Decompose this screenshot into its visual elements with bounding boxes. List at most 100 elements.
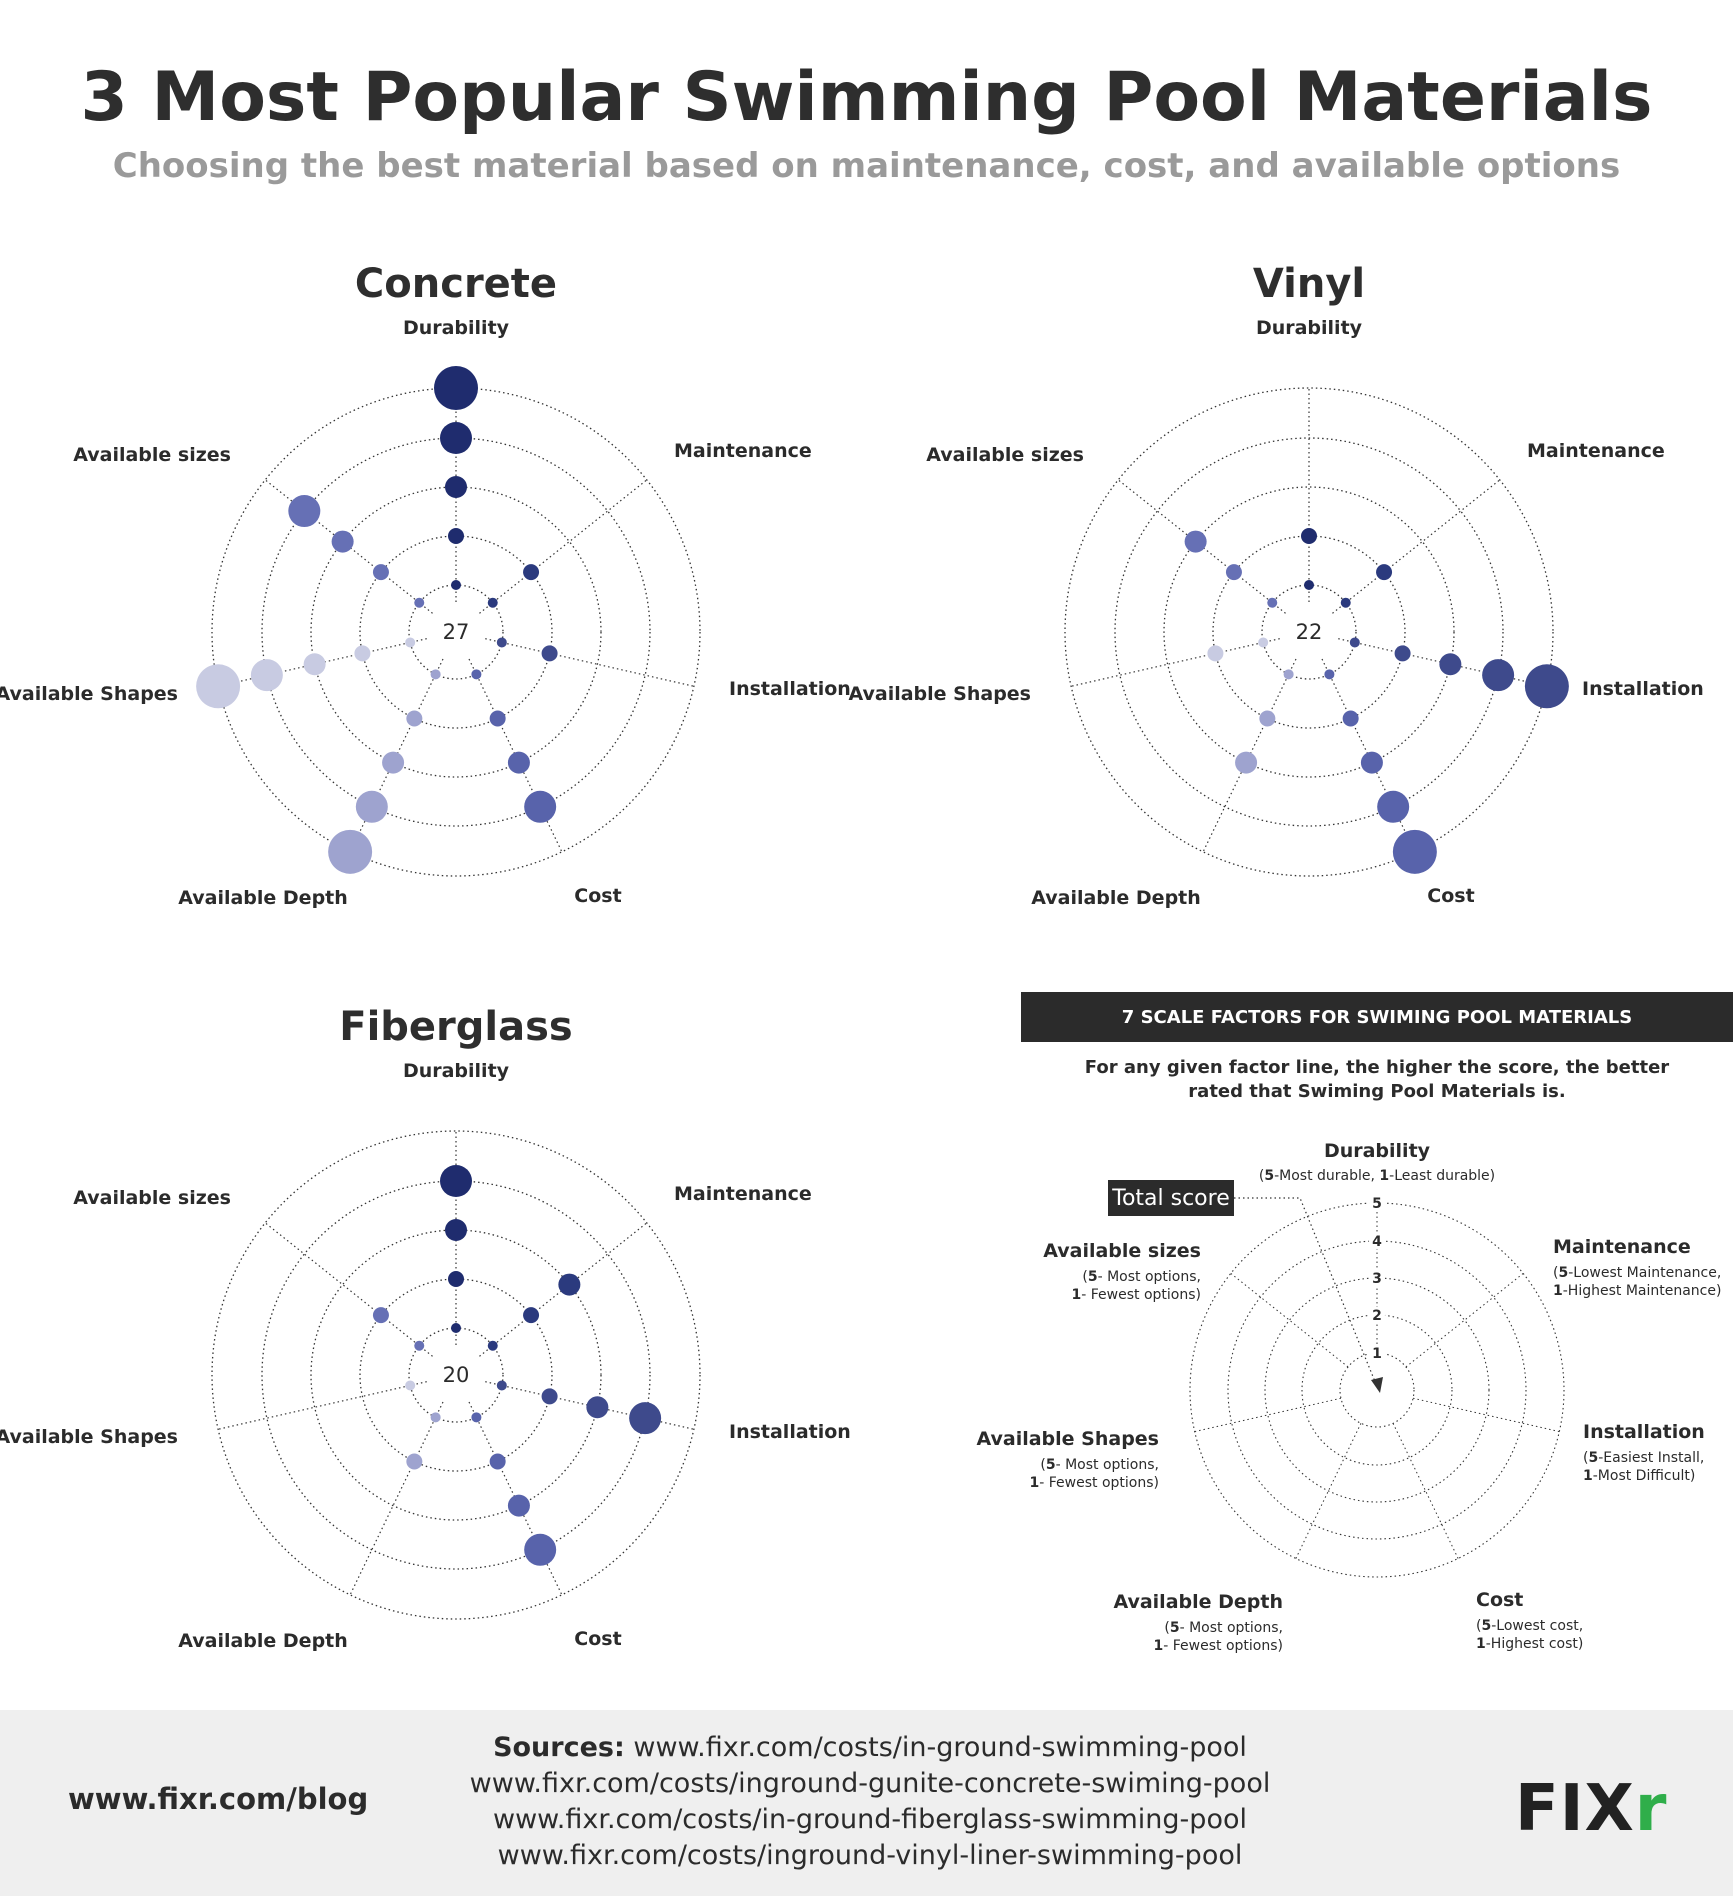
legend-factor-cost-desc-part: -Lowest cost, <box>1491 1618 1583 1634</box>
concrete-spoke-maintenance <box>479 479 648 614</box>
fiberglass-point-installation-3 <box>586 1396 609 1419</box>
vinyl-point-cost-5 <box>1392 829 1437 874</box>
vinyl-ring-5 <box>1064 387 1554 877</box>
logo-accent: r <box>1634 1772 1668 1846</box>
vinyl-point-available-sizes-1 <box>1267 597 1278 608</box>
fiberglass-point-durability-2 <box>448 1271 464 1287</box>
concrete-point-available-depth-5 <box>328 829 373 874</box>
vinyl-label-available-sizes: Available sizes <box>926 444 1084 466</box>
legend-factor-available-sizes-desc-part: - Fewest options) <box>1081 1287 1201 1303</box>
legend-factor-available-sizes-desc-part: 5 <box>1088 1269 1098 1285</box>
fiberglass-point-installation-2 <box>541 1388 558 1405</box>
legend-factor-installation-desc-2: 1-Most Difficult) <box>1583 1468 1695 1484</box>
legend-factor-available-depth-desc-part: - Fewest options) <box>1163 1638 1283 1654</box>
legend-arrow-head <box>1371 1377 1383 1393</box>
concrete-point-available-shapes-5 <box>196 664 241 709</box>
legend-scale-bg-5 <box>1369 1195 1385 1211</box>
vinyl-label-installation: Installation <box>1582 678 1704 700</box>
concrete-point-available-sizes-4 <box>288 495 321 528</box>
concrete-point-cost-4 <box>524 790 557 823</box>
legend-scale-3: 3 <box>1372 1271 1382 1287</box>
vinyl-point-cost-1 <box>1324 669 1335 680</box>
legend-intro-line-1: For any given factor line, the higher th… <box>1085 1057 1670 1078</box>
concrete-point-durability-5 <box>434 366 478 410</box>
concrete-point-cost-3 <box>507 751 530 774</box>
legend-scale-bg-4 <box>1369 1233 1385 1249</box>
legend-factor-available-shapes-desc-part: - Fewest options) <box>1039 1475 1159 1491</box>
source-link-2[interactable]: www.fixr.com/costs/inground-gunite-concr… <box>469 1768 1271 1799</box>
concrete-chart-title: Concrete <box>355 261 557 307</box>
legend-ring-1 <box>1339 1352 1415 1428</box>
concrete-point-available-depth-1 <box>430 669 441 680</box>
legend-factor-durability-desc-part: 1 <box>1379 1168 1389 1184</box>
vinyl-point-available-depth-1 <box>1283 669 1294 680</box>
vinyl-point-available-shapes-2 <box>1207 645 1224 662</box>
fiberglass-point-durability-4 <box>440 1165 472 1197</box>
legend-factor-available-shapes-desc-part: 1 <box>1030 1475 1040 1491</box>
legend-factor-durability-name: Durability <box>1324 1140 1431 1162</box>
fiberglass-point-cost-2 <box>489 1453 506 1470</box>
fiberglass-point-available-depth-2 <box>406 1453 423 1470</box>
legend-factor-cost-name: Cost <box>1476 1589 1523 1611</box>
fiberglass-spoke-available-depth <box>349 1401 444 1596</box>
legend-banner <box>1021 992 1733 1042</box>
legend-factor-maintenance-name: Maintenance <box>1553 1236 1691 1258</box>
concrete-point-available-shapes-2 <box>354 645 371 662</box>
vinyl-ring-2 <box>1212 535 1406 729</box>
vinyl-point-durability-2 <box>1301 528 1317 544</box>
legend-factor-cost-desc-part: 5 <box>1481 1618 1491 1634</box>
fiberglass-label-available-sizes: Available sizes <box>73 1187 231 1209</box>
legend-factor-available-depth-desc-part: ( <box>1164 1620 1169 1636</box>
concrete-point-cost-1 <box>471 669 482 680</box>
concrete-label-available-depth: Available Depth <box>178 887 348 909</box>
legend-factor-available-sizes-desc-part: - Most options, <box>1098 1269 1201 1285</box>
fixr-logo[interactable]: FIXr <box>1515 1772 1667 1846</box>
fiberglass-label-installation: Installation <box>729 1421 851 1443</box>
fiberglass-ring-3 <box>310 1229 602 1521</box>
legend-factor-durability-desc-part: 5 <box>1264 1168 1274 1184</box>
vinyl-point-installation-4 <box>1482 659 1515 692</box>
sources-label: Sources: <box>493 1732 625 1763</box>
concrete-point-durability-1 <box>451 580 461 590</box>
vinyl-ring-3 <box>1163 486 1455 778</box>
legend-scale-bg-2 <box>1369 1307 1385 1323</box>
legend-factor-available-depth-desc-part: - Most options, <box>1180 1620 1283 1636</box>
legend-factor-available-sizes-desc-part: ( <box>1082 1269 1087 1285</box>
page-subtitle: Choosing the best material based on main… <box>112 146 1621 186</box>
vinyl-point-installation-1 <box>1349 637 1360 648</box>
fiberglass-label-durability: Durability <box>403 1060 510 1082</box>
legend-factor-maintenance-desc-part: 1 <box>1553 1283 1563 1299</box>
legend-factor-durability-desc-part: -Least durable) <box>1389 1168 1495 1184</box>
concrete-point-available-sizes-2 <box>372 564 389 581</box>
vinyl-point-installation-3 <box>1439 653 1462 676</box>
legend-factor-available-depth-desc-2: 1- Fewest options) <box>1154 1638 1283 1654</box>
footer: www.fixr.com/blog Sources: www.fixr.com/… <box>0 1710 1733 1896</box>
concrete-point-available-sizes-1 <box>414 597 425 608</box>
fiberglass-label-available-depth: Available Depth <box>178 1630 348 1652</box>
concrete-point-maintenance-2 <box>523 564 540 581</box>
vinyl-point-available-depth-2 <box>1259 710 1276 727</box>
legend-factor-available-shapes-desc-part: 5 <box>1046 1457 1056 1473</box>
concrete-point-available-shapes-1 <box>405 637 416 648</box>
footer-blog-link[interactable]: www.fixr.com/blog <box>68 1782 369 1816</box>
vinyl-point-cost-3 <box>1360 751 1383 774</box>
legend-scale-4: 4 <box>1372 1234 1382 1250</box>
vinyl-point-maintenance-1 <box>1340 597 1351 608</box>
source-link-3[interactable]: www.fixr.com/costs/in-ground-fiberglass-… <box>493 1804 1247 1835</box>
fiberglass-label-available-shapes: Available Shapes <box>0 1426 178 1448</box>
legend-ring-2 <box>1301 1314 1453 1466</box>
concrete-point-available-depth-4 <box>355 790 388 823</box>
vinyl-point-cost-4 <box>1377 790 1410 823</box>
legend-factor-durability-desc-part: ( <box>1259 1168 1264 1184</box>
legend-factor-installation-desc-1: (5-Easiest Install, <box>1583 1450 1704 1466</box>
legend-banner-text: 7 SCALE FACTORS FOR SWIMING POOL MATERIA… <box>1122 1007 1632 1028</box>
concrete-point-available-depth-2 <box>406 710 423 727</box>
fiberglass-point-installation-4 <box>629 1402 662 1435</box>
logo-main: FIX <box>1515 1772 1635 1846</box>
concrete-point-maintenance-1 <box>487 597 498 608</box>
source-link-1[interactable]: www.fixr.com/costs/in-ground-swimming-po… <box>633 1732 1247 1763</box>
source-link-4[interactable]: www.fixr.com/costs/inground-vinyl-liner-… <box>497 1840 1243 1871</box>
fiberglass-spoke-available-shapes <box>217 1381 427 1430</box>
fiberglass-chart-title: Fiberglass <box>339 1004 572 1050</box>
legend-scale-5: 5 <box>1372 1196 1382 1212</box>
